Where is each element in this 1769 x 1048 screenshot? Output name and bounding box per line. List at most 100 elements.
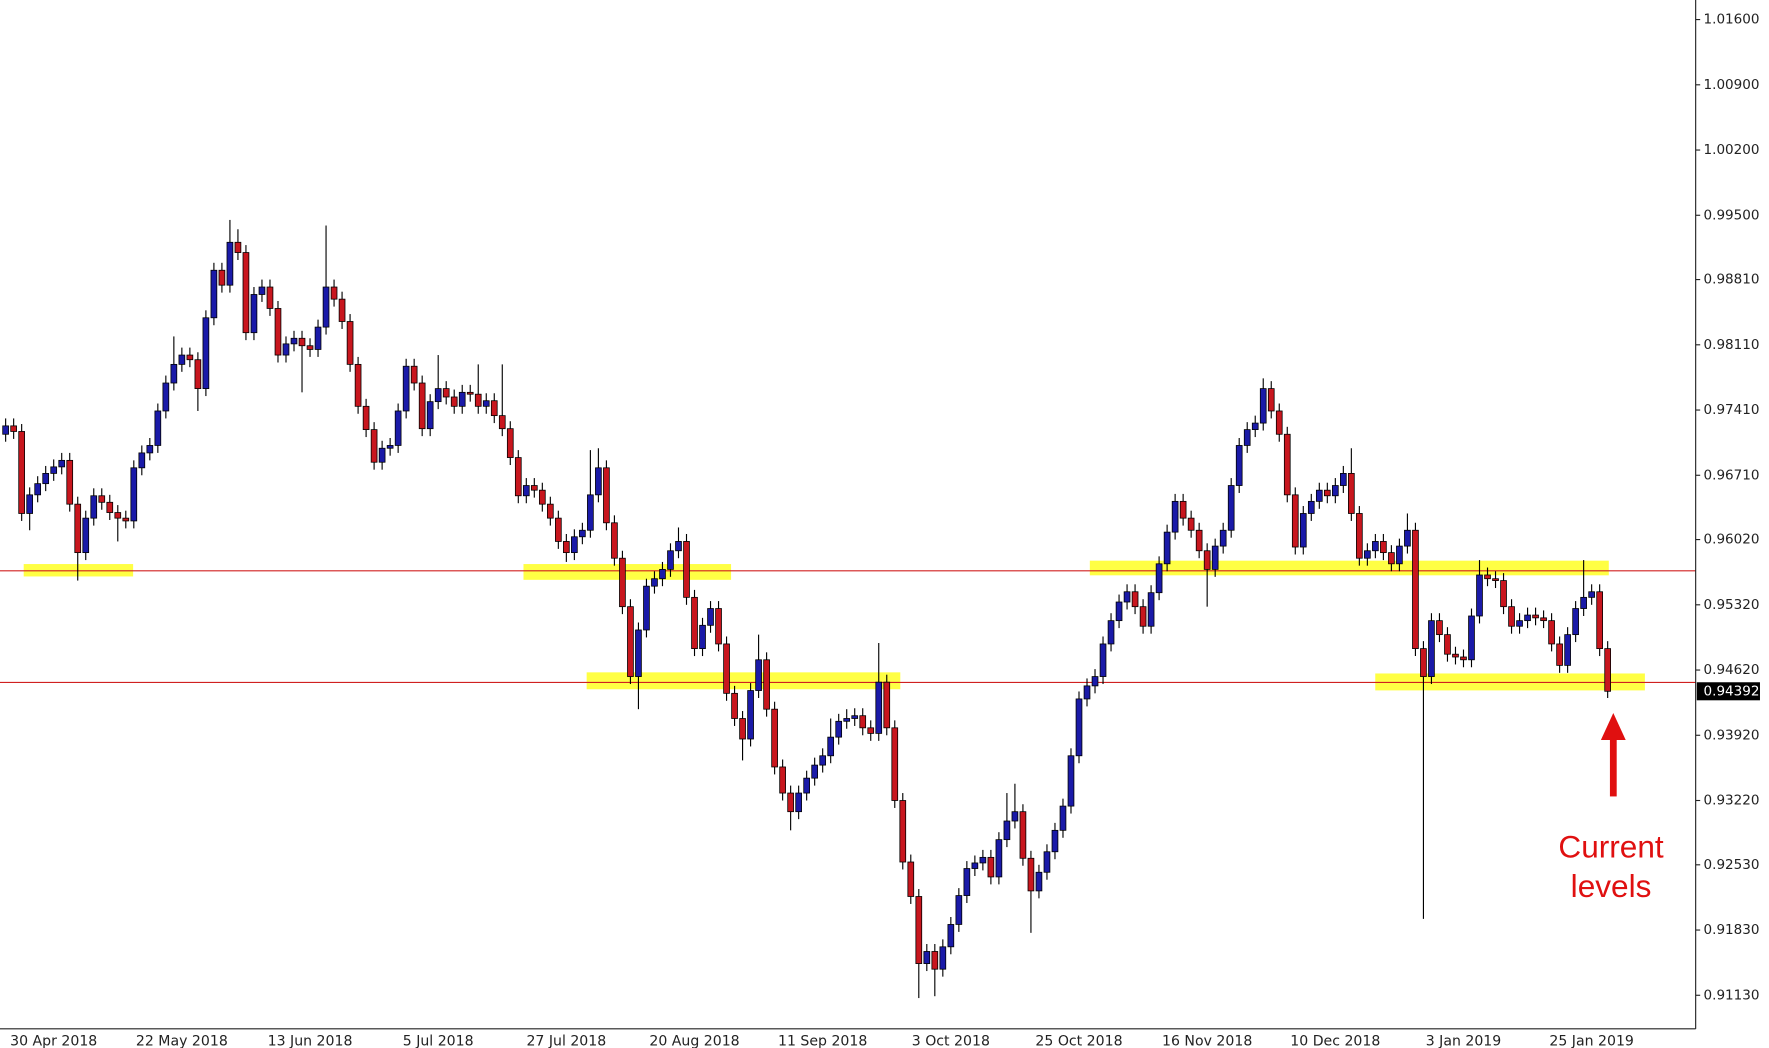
candle-body: [779, 766, 786, 794]
candle-body: [202, 317, 210, 389]
y-tick-label: 0.95320: [1704, 597, 1760, 613]
candle-body: [1548, 620, 1555, 645]
candle-body: [1251, 422, 1259, 431]
candle-body: [979, 856, 987, 864]
candle-body: [1356, 513, 1363, 559]
candle-body: [266, 286, 274, 309]
candle-body: [362, 405, 370, 431]
candle-body: [250, 294, 258, 334]
candle-body: [490, 400, 498, 417]
candle-body: [603, 467, 610, 524]
candle-body: [683, 541, 690, 598]
candle-body: [843, 718, 851, 722]
candle-body: [194, 359, 202, 389]
candle-body: [1115, 601, 1123, 622]
candle-body: [1011, 811, 1019, 822]
candle-body: [1588, 591, 1595, 598]
candle-body: [114, 512, 122, 519]
y-tick-label: 0.92530: [1704, 857, 1760, 873]
candle-body: [1027, 857, 1035, 892]
candle-body: [498, 415, 506, 430]
candle-body: [923, 951, 931, 964]
candle-body: [1267, 388, 1275, 412]
candle-body: [330, 286, 338, 300]
candle-body: [298, 337, 306, 347]
candle-body: [1508, 606, 1515, 627]
candle-body: [1580, 596, 1587, 609]
candle-body: [1035, 871, 1043, 892]
candle-body: [1460, 656, 1467, 661]
candle-body: [1572, 608, 1579, 636]
candle-body: [643, 585, 650, 631]
candle-body: [146, 445, 154, 454]
candle-body: [595, 467, 602, 496]
candle-body: [162, 382, 170, 412]
candle-body: [1532, 614, 1539, 619]
y-tick-label: 0.99500: [1704, 207, 1760, 223]
candle-body: [835, 720, 843, 738]
candle-body: [803, 777, 810, 794]
candle-body: [1003, 820, 1011, 841]
y-tick-label: 1.00200: [1704, 142, 1760, 158]
candle-body: [370, 429, 378, 463]
candle-body: [811, 764, 818, 779]
candle-body: [955, 895, 963, 925]
candle-body: [434, 388, 442, 403]
y-tick-label: 0.94620: [1704, 662, 1760, 678]
x-tick-label: 27 Jul 2018: [526, 1034, 606, 1048]
candle-body: [723, 643, 730, 694]
candle-body: [178, 354, 186, 365]
candle-body: [1091, 676, 1099, 687]
candle-body: [1436, 620, 1443, 636]
candle-body: [410, 365, 418, 384]
candle-body: [1516, 620, 1523, 627]
candle-body: [538, 489, 546, 505]
candle-body: [867, 727, 875, 734]
candle-body: [1348, 473, 1355, 514]
candle-body: [1396, 545, 1403, 565]
candle-body: [707, 608, 714, 626]
candle-body: [290, 337, 298, 345]
candle-body: [74, 503, 82, 554]
arrow-shaft: [1609, 733, 1617, 797]
candle-body: [242, 252, 250, 334]
candle-body: [795, 792, 802, 813]
candle-body: [466, 391, 474, 395]
candle-body: [899, 800, 907, 863]
candle-body: [66, 459, 74, 505]
zone: [523, 564, 732, 580]
y-tick-label: 0.98110: [1704, 337, 1760, 353]
y-tick-label: 0.96710: [1704, 467, 1760, 483]
y-tick-label: 0.98810: [1704, 272, 1760, 288]
candle-body: [210, 269, 218, 319]
candle-body: [571, 536, 578, 554]
candle-body: [522, 485, 530, 497]
candle-body: [1195, 529, 1203, 552]
x-tick-label: 25 Oct 2018: [1035, 1034, 1122, 1048]
candle-body: [1388, 552, 1395, 565]
annotation: levels: [1571, 868, 1652, 904]
candle-body: [1283, 433, 1291, 496]
candle-body: [1067, 755, 1075, 807]
candle-body: [226, 241, 234, 286]
candle-body: [338, 298, 346, 322]
candle-body: [1291, 494, 1299, 548]
candle-body: [514, 457, 522, 497]
candle-body: [1323, 489, 1331, 497]
candle-body: [995, 839, 1003, 878]
candle-body: [579, 529, 586, 538]
candle-body: [258, 286, 266, 295]
candle-body: [1420, 648, 1427, 677]
candle-body: [314, 326, 322, 350]
candle-body: [386, 445, 394, 449]
x-tick-label: 16 Nov 2018: [1162, 1034, 1252, 1048]
candle-body: [699, 624, 706, 650]
candle-body: [611, 522, 618, 559]
candle-body: [1484, 574, 1491, 580]
candle-body: [1331, 485, 1339, 497]
candle-body: [378, 447, 386, 463]
candle-body: [587, 494, 594, 531]
candle-body: [1468, 615, 1475, 661]
zone: [586, 672, 901, 690]
